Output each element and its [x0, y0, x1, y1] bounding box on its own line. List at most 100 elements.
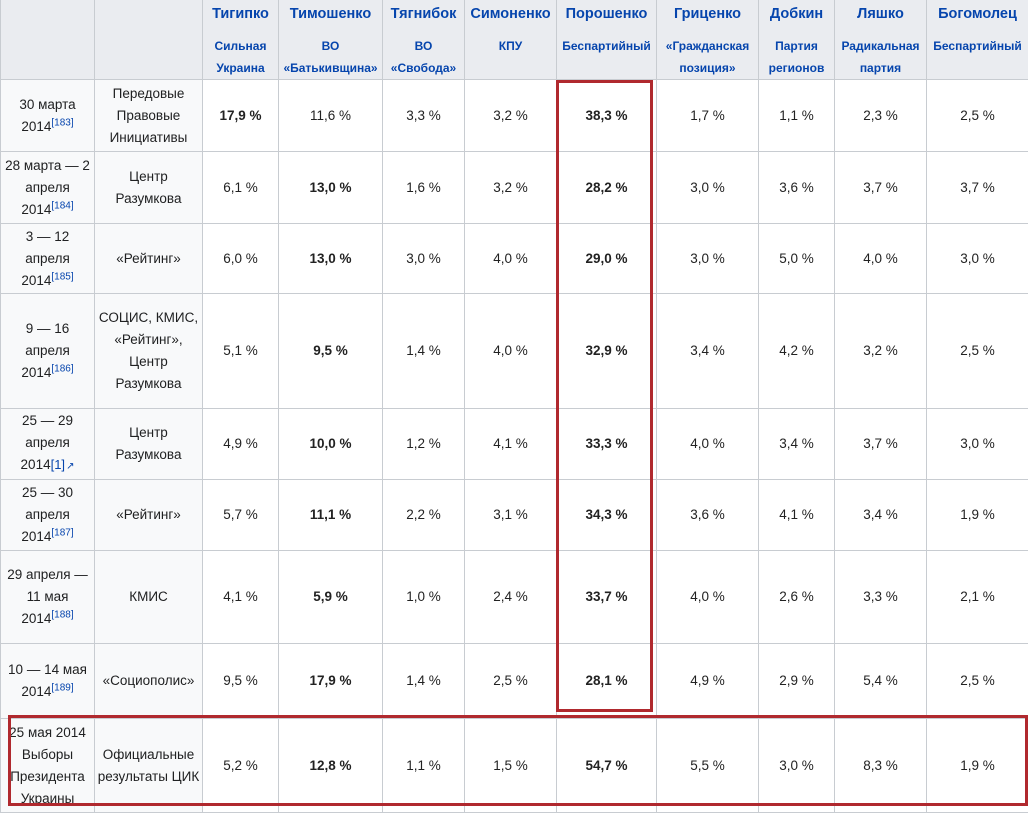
poll-value-cell: 2,3 %: [835, 80, 927, 152]
party-link[interactable]: Радикальная партия: [835, 35, 926, 79]
poll-value-cell: 4,0 %: [465, 224, 557, 294]
poll-value-cell: 4,0 %: [657, 551, 759, 644]
party-link[interactable]: КПУ: [465, 35, 556, 57]
poll-value-cell: 3,0 %: [657, 224, 759, 294]
poll-value-cell: 3,2 %: [465, 80, 557, 152]
poll-value-cell: 54,7 %: [557, 719, 657, 813]
poll-value-cell: 3,0 %: [657, 152, 759, 224]
poll-date: 3 — 12 апреля 2014[185]: [1, 224, 95, 294]
pollster-name: СОЦИС, КМИС, «Рейтинг», Центр Разумкова: [95, 294, 203, 409]
poll-value-cell: 3,6 %: [759, 152, 835, 224]
candidate-name-link[interactable]: Тигипко: [203, 0, 278, 35]
reference-link[interactable]: [185]: [51, 271, 73, 282]
party-link[interactable]: ВО «Свобода»: [383, 35, 464, 79]
poll-value-cell: 1,1 %: [383, 719, 465, 813]
poll-date: 28 марта — 2 апреля 2014[184]: [1, 152, 95, 224]
table-row: 28 марта — 2 апреля 2014[184]Центр Разум…: [1, 152, 1028, 224]
poll-date: 30 марта 2014[183]: [1, 80, 95, 152]
table-row: 10 — 14 мая 2014[189]«Социополис»9,5 %17…: [1, 644, 1028, 719]
poll-value-cell: 2,6 %: [759, 551, 835, 644]
poll-date-text: 25 мая 2014 Выборы Президента Украины: [9, 725, 86, 806]
poll-value-cell: 6,1 %: [203, 152, 279, 224]
candidate-name-link[interactable]: Ляшко: [835, 0, 926, 35]
party-link[interactable]: Партия регионов: [759, 35, 834, 79]
candidate-name-link[interactable]: Добкин: [759, 0, 834, 35]
poll-value-cell: 5,7 %: [203, 480, 279, 551]
poll-value-cell: 2,5 %: [927, 80, 1028, 152]
party-link[interactable]: Беспартийный: [557, 35, 656, 57]
poll-date: 25 мая 2014 Выборы Президента Украины: [1, 719, 95, 813]
pollster-name: «Социополис»: [95, 644, 203, 719]
reference-link[interactable]: [188]: [51, 610, 73, 621]
poll-value-cell: 17,9 %: [279, 644, 383, 719]
candidate-name-link[interactable]: Порошенко: [557, 0, 656, 35]
poll-value-cell: 1,9 %: [927, 480, 1028, 551]
header-corner: [1, 0, 95, 80]
candidate-name-link[interactable]: Гриценко: [657, 0, 758, 35]
poll-value-cell: 38,3 %: [557, 80, 657, 152]
reference-link[interactable]: [183]: [51, 117, 73, 128]
poll-value-cell: 3,4 %: [835, 480, 927, 551]
candidate-name-link[interactable]: Богомолец: [927, 0, 1028, 35]
poll-value-cell: 3,2 %: [465, 152, 557, 224]
poll-value-cell: 4,0 %: [835, 224, 927, 294]
pollster-name: Центр Разумкова: [95, 152, 203, 224]
poll-value-cell: 1,1 %: [759, 80, 835, 152]
poll-value-cell: 2,2 %: [383, 480, 465, 551]
poll-value-cell: 6,0 %: [203, 224, 279, 294]
poll-value-cell: 3,3 %: [383, 80, 465, 152]
poll-value-cell: 2,5 %: [927, 644, 1028, 719]
reference-link[interactable]: [1]: [51, 457, 65, 472]
pollster-name: «Рейтинг»: [95, 224, 203, 294]
poll-value-cell: 3,7 %: [927, 152, 1028, 224]
poll-date-text: 29 апреля — 11 мая 2014: [7, 567, 88, 626]
poll-value-cell: 17,9 %: [203, 80, 279, 152]
poll-value-cell: 1,7 %: [657, 80, 759, 152]
candidate-header: Ляшко Радикальная партия: [835, 0, 927, 80]
party-link[interactable]: «Гражданская позиция»: [657, 35, 758, 79]
party-link[interactable]: ВО «Батькивщина»: [279, 35, 382, 79]
poll-value-cell: 11,6 %: [279, 80, 383, 152]
poll-date-text: 10 — 14 мая 2014: [8, 662, 87, 699]
poll-value-cell: 3,1 %: [465, 480, 557, 551]
candidate-header: Порошенко Беспартийный: [557, 0, 657, 80]
poll-value-cell: 4,2 %: [759, 294, 835, 409]
reference-link[interactable]: [184]: [51, 200, 73, 211]
candidate-name-link[interactable]: Тимошенко: [279, 0, 382, 35]
candidate-name-link[interactable]: Тягнибок: [383, 0, 464, 35]
poll-value-cell: 11,1 %: [279, 480, 383, 551]
candidate-name-link[interactable]: Симоненко: [465, 0, 556, 35]
poll-value-cell: 5,9 %: [279, 551, 383, 644]
poll-value-cell: 1,0 %: [383, 551, 465, 644]
poll-date: 25 — 30 апреля 2014[187]: [1, 480, 95, 551]
poll-value-cell: 34,3 %: [557, 480, 657, 551]
poll-value-cell: 2,5 %: [927, 294, 1028, 409]
poll-value-cell: 3,0 %: [383, 224, 465, 294]
poll-value-cell: 1,4 %: [383, 644, 465, 719]
pollster-name: «Рейтинг»: [95, 480, 203, 551]
poll-value-cell: 4,1 %: [759, 480, 835, 551]
reference-link[interactable]: [187]: [51, 528, 73, 539]
poll-value-cell: 3,4 %: [759, 409, 835, 480]
poll-value-cell: 33,7 %: [557, 551, 657, 644]
poll-value-cell: 5,2 %: [203, 719, 279, 813]
header-row: Тигипко Сильная Украина Тимошенко ВО «Ба…: [1, 0, 1028, 80]
reference-link[interactable]: [186]: [51, 364, 73, 375]
table-body: 30 марта 2014[183]Передовые Правовые Ини…: [1, 80, 1028, 813]
poll-date: 25 — 29 апреля 2014[1]↗: [1, 409, 95, 480]
poll-value-cell: 2,9 %: [759, 644, 835, 719]
poll-value-cell: 4,9 %: [657, 644, 759, 719]
poll-date: 9 — 16 апреля 2014[186]: [1, 294, 95, 409]
poll-date-text: 28 марта — 2 апреля 2014: [5, 158, 90, 217]
party-link[interactable]: Беспартийный: [927, 35, 1028, 57]
reference-link[interactable]: [189]: [51, 683, 73, 694]
party-link[interactable]: Сильная Украина: [203, 35, 278, 79]
poll-value-cell: 1,5 %: [465, 719, 557, 813]
poll-value-cell: 4,0 %: [657, 409, 759, 480]
poll-value-cell: 5,0 %: [759, 224, 835, 294]
poll-value-cell: 13,0 %: [279, 224, 383, 294]
table-row: 9 — 16 апреля 2014[186]СОЦИС, КМИС, «Рей…: [1, 294, 1028, 409]
poll-value-cell: 3,0 %: [927, 224, 1028, 294]
